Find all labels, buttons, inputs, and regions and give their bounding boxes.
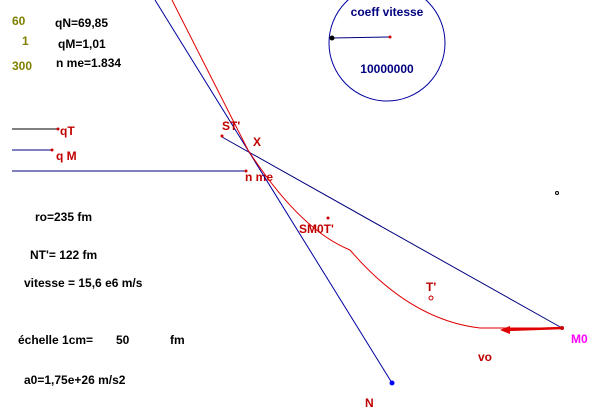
label-st: ST' <box>222 119 240 133</box>
line-st <box>221 136 563 329</box>
slider-label: n me <box>245 170 273 184</box>
info-echelle-value[interactable]: 50 <box>116 333 130 347</box>
label-t: T' <box>426 280 436 294</box>
slider-handle[interactable] <box>244 169 248 173</box>
param-right: n me=1.834 <box>56 56 121 70</box>
slider-handle[interactable] <box>50 148 54 152</box>
param-left: 1 <box>22 34 29 48</box>
gauge-pivot <box>329 35 335 41</box>
gauge-handle[interactable] <box>388 35 392 39</box>
label-vo: vo <box>478 350 492 364</box>
point-st <box>220 134 224 138</box>
param-right: qM=1,01 <box>58 37 106 51</box>
info-a0: a0=1,75e+26 m/s2 <box>24 373 126 387</box>
slider-handle[interactable] <box>56 127 60 131</box>
point-n[interactable] <box>389 380 395 386</box>
gauge-title: coeff vitesse <box>351 5 424 19</box>
line-n <box>154 0 393 384</box>
info-echelle: échelle 1cm= <box>18 333 93 347</box>
label-n: N <box>365 396 374 410</box>
info-ro: ro=235 fm <box>35 210 92 224</box>
info-vitesse: vitesse = 15,6 e6 m/s <box>24 276 143 290</box>
point-t <box>428 295 434 301</box>
slider-label: qT <box>60 124 75 138</box>
info-nt: NT'= 122 fm <box>30 248 97 262</box>
label-x: X <box>253 135 261 149</box>
label-m0: M0 <box>571 332 588 346</box>
slider-label: q M <box>56 149 77 163</box>
point-smot <box>326 216 330 220</box>
param-left: 60 <box>12 14 26 28</box>
point-m0[interactable] <box>560 326 564 330</box>
trajectory <box>171 0 562 329</box>
velocity-vector <box>503 326 563 332</box>
param-left: 300 <box>12 59 32 73</box>
gauge-needle <box>331 36 391 39</box>
param-right: qN=69,85 <box>55 16 108 30</box>
gauge-circle <box>328 0 446 102</box>
label-smot: SM0T' <box>299 222 334 236</box>
info-echelle-unit: fm <box>170 333 185 347</box>
gauge-value: 10000000 <box>360 62 414 76</box>
velocity-arrow <box>500 326 510 334</box>
marker <box>555 191 559 195</box>
